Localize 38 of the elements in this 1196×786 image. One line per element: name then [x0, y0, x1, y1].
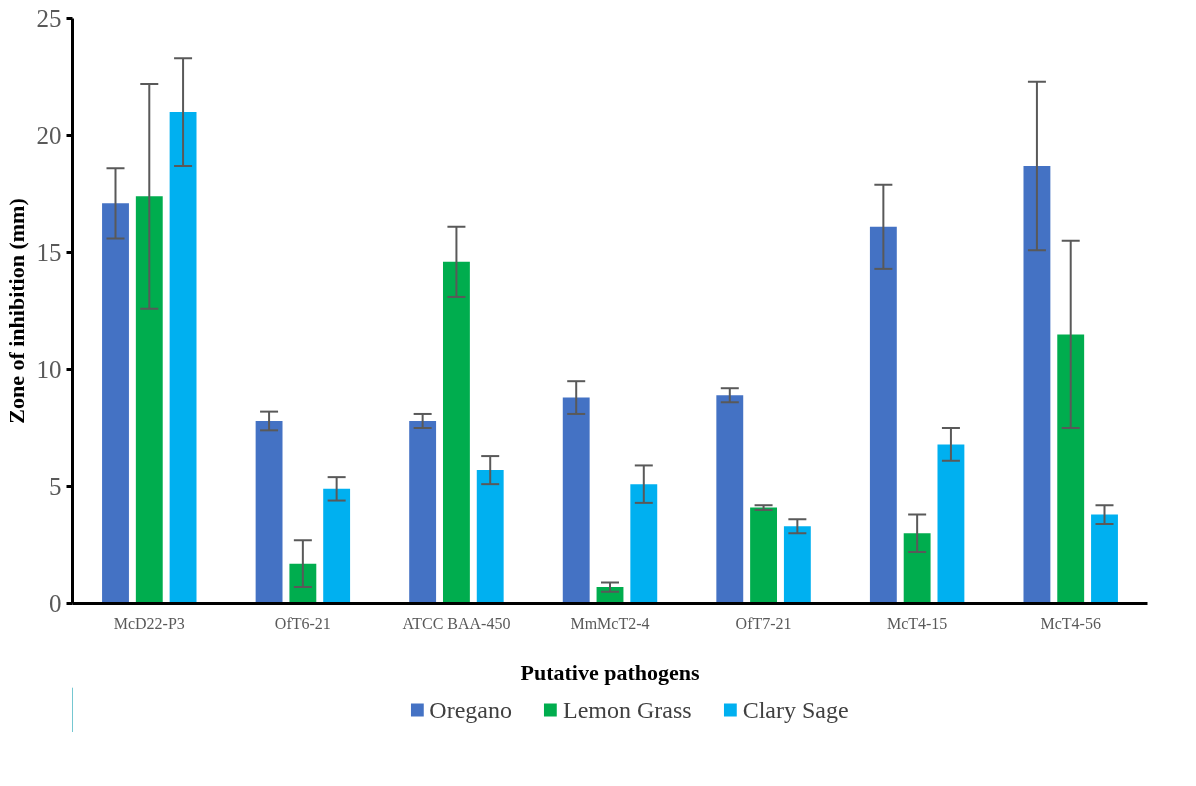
bar: [1057, 334, 1085, 604]
x-tick-label: MmMcT2-4: [570, 614, 650, 632]
y-tick-label: 5: [49, 473, 62, 500]
bar: [169, 112, 197, 604]
x-tick-label: McT4-56: [1040, 614, 1101, 632]
y-tick-label: 0: [49, 590, 62, 617]
x-tick-label: McT4-15: [886, 614, 948, 632]
bar: [476, 470, 504, 604]
bar: [409, 420, 437, 604]
bar: [783, 526, 811, 604]
bar: [255, 420, 283, 604]
legend-label: Lemon Grass: [563, 696, 692, 723]
bar: [289, 563, 317, 604]
y-axis-title: Zone of inhibition (mm): [3, 198, 29, 424]
y-tick-label: 20: [36, 122, 62, 149]
bar: [903, 533, 931, 604]
legend-label: Oregano: [429, 696, 513, 723]
x-tick-label: OfT7-21: [735, 614, 792, 632]
bar: [102, 203, 129, 604]
bar: [750, 507, 778, 604]
x-tick-label: ATCC BAA-450: [402, 614, 511, 632]
bar: [442, 261, 470, 604]
bar: [937, 444, 965, 604]
x-tick-label: OfT6-21: [274, 614, 331, 632]
bar: [323, 488, 351, 604]
bar: [716, 395, 744, 604]
x-tick-label: McD22-P3: [113, 614, 185, 632]
y-tick-label: 10: [36, 356, 62, 383]
bar: [1091, 514, 1118, 604]
bar: [630, 484, 658, 604]
bar: [562, 397, 590, 604]
y-tick-label: 25: [36, 5, 62, 32]
bar: [1023, 165, 1051, 604]
bar: [869, 226, 897, 604]
y-tick-label: 15: [36, 239, 62, 266]
bar: [135, 196, 163, 604]
x-axis-title: Putative pathogens: [520, 659, 700, 685]
legend-label: Clary Sage: [742, 696, 849, 723]
